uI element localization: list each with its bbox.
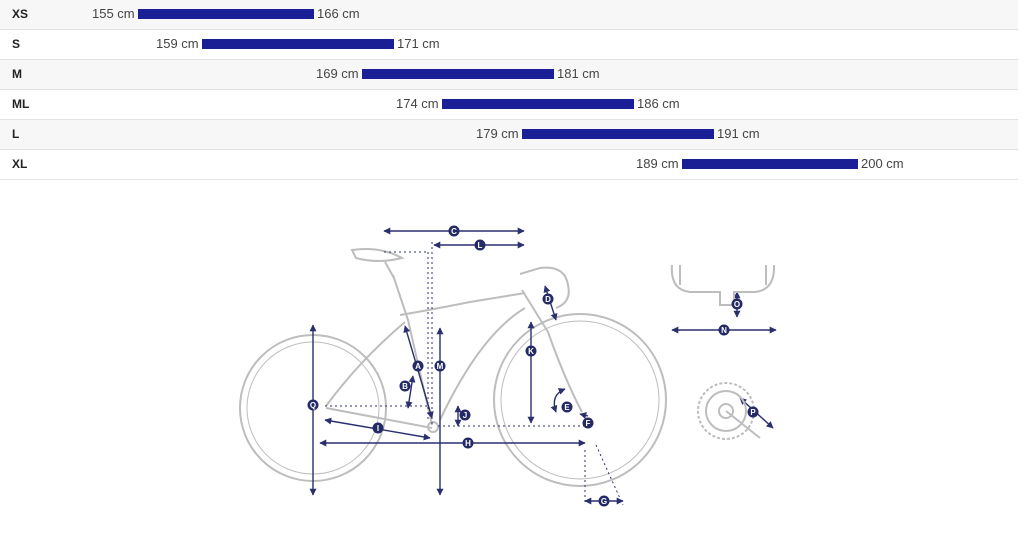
top-tube bbox=[399, 292, 526, 316]
stem bbox=[519, 267, 541, 275]
label-m: M bbox=[434, 360, 446, 372]
range-bar bbox=[362, 69, 554, 79]
handlebar-top-view bbox=[670, 264, 776, 306]
range-max-label: 200 cm bbox=[861, 156, 904, 171]
label-g: G bbox=[598, 495, 610, 507]
range-max-label: 186 cm bbox=[637, 96, 680, 111]
range-bar bbox=[202, 39, 394, 49]
label-b: B bbox=[399, 380, 411, 392]
range-min-label: 155 cm bbox=[92, 6, 135, 21]
range-max-label: 166 cm bbox=[317, 6, 360, 21]
size-label: XS bbox=[12, 7, 29, 21]
label-n: N bbox=[718, 324, 730, 336]
label-f-text: F bbox=[586, 419, 591, 428]
range-max-label: 171 cm bbox=[397, 36, 440, 51]
label-k-text: K bbox=[528, 347, 534, 356]
label-p: P bbox=[747, 406, 759, 418]
label-h-text: H bbox=[465, 439, 471, 448]
fork bbox=[547, 331, 583, 413]
label-i-text: I bbox=[377, 424, 379, 433]
dimension-lines bbox=[309, 227, 777, 505]
label-d-text: D bbox=[545, 295, 551, 304]
size-row-xs: XS 155 cm 166 cm bbox=[0, 0, 1018, 30]
range-min-label: 174 cm bbox=[396, 96, 439, 111]
seatpost bbox=[384, 261, 395, 279]
front-wheel bbox=[493, 313, 667, 487]
label-n-text: N bbox=[721, 326, 727, 335]
label-a-text: A bbox=[415, 362, 421, 371]
size-row-m: M 169 cm 181 cm bbox=[0, 60, 1018, 90]
dim-f bbox=[579, 412, 589, 419]
label-f: F bbox=[582, 417, 594, 429]
label-i: I bbox=[372, 422, 384, 434]
label-k: K bbox=[525, 345, 537, 357]
label-q: Q bbox=[307, 399, 319, 411]
dim-b bbox=[405, 375, 416, 409]
size-label: S bbox=[12, 37, 21, 51]
size-chart: XS 155 cm 166 cm S 159 cm 171 cm M 169 c… bbox=[0, 0, 1018, 180]
dimension-labels: C L D K M A B Q E J F I H G O N P bbox=[307, 225, 759, 507]
label-c-text: C bbox=[451, 227, 457, 236]
size-label: ML bbox=[12, 97, 30, 111]
range-max-label: 181 cm bbox=[557, 66, 600, 81]
range-min-label: 189 cm bbox=[636, 156, 679, 171]
label-q-text: Q bbox=[310, 401, 316, 410]
label-e-text: E bbox=[564, 403, 570, 412]
label-c: C bbox=[448, 225, 460, 237]
dim-e bbox=[550, 388, 566, 413]
label-m-text: M bbox=[437, 362, 444, 371]
range-bar bbox=[442, 99, 634, 109]
range-bar bbox=[522, 129, 714, 139]
label-o: O bbox=[731, 298, 743, 310]
range-bar bbox=[682, 159, 858, 169]
label-b-text: B bbox=[402, 382, 408, 391]
head-tube bbox=[521, 289, 549, 333]
label-l-text: L bbox=[478, 241, 483, 250]
size-label: M bbox=[12, 67, 22, 81]
size-label: L bbox=[12, 127, 20, 141]
label-l: L bbox=[474, 239, 486, 251]
label-a: A bbox=[412, 360, 424, 372]
seat-stay bbox=[325, 321, 406, 407]
range-min-label: 169 cm bbox=[316, 66, 359, 81]
size-row-l: L 179 cm 191 cm bbox=[0, 120, 1018, 150]
label-g-text: G bbox=[601, 497, 607, 506]
range-max-label: 191 cm bbox=[717, 126, 760, 141]
down-tube bbox=[439, 307, 526, 421]
label-j: J bbox=[459, 409, 471, 421]
range-min-label: 159 cm bbox=[156, 36, 199, 51]
guide-lines bbox=[325, 242, 624, 506]
label-h: H bbox=[462, 437, 474, 449]
saddle bbox=[350, 248, 405, 262]
bike-geometry-diagram: C L D K M A B Q E J F I H G O N P bbox=[239, 225, 777, 507]
bike-frame-drawing bbox=[239, 248, 667, 487]
size-row-s: S 159 cm 171 cm bbox=[0, 30, 1018, 60]
range-min-label: 179 cm bbox=[476, 126, 519, 141]
label-j-text: J bbox=[463, 411, 467, 420]
label-d: D bbox=[542, 293, 554, 305]
size-label: XL bbox=[12, 157, 28, 171]
label-p-text: P bbox=[750, 408, 756, 417]
label-o-text: O bbox=[734, 300, 740, 309]
label-e: E bbox=[561, 401, 573, 413]
range-bar bbox=[138, 9, 314, 19]
size-row-ml: ML 174 cm 186 cm bbox=[0, 90, 1018, 120]
size-row-xl: XL 189 cm 200 cm bbox=[0, 150, 1018, 180]
handlebar-drop bbox=[539, 266, 570, 309]
